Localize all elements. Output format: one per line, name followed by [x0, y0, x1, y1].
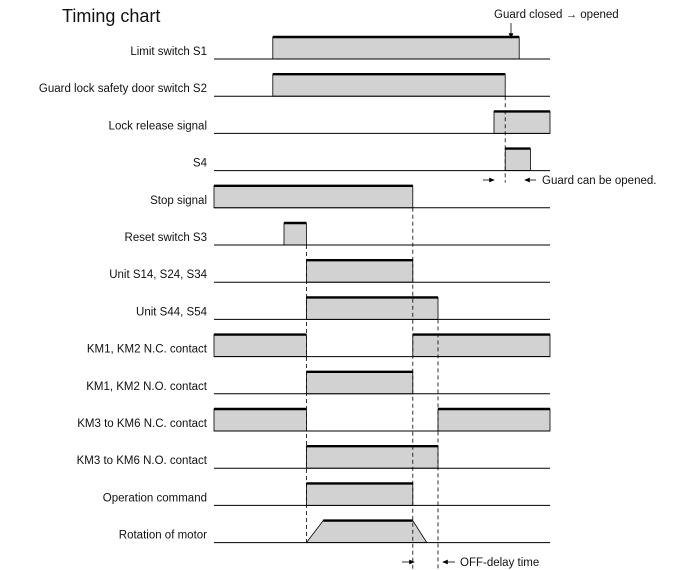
- timing-guides: [305, 96, 506, 569]
- row-stop-signal: Stop signal: [150, 184, 550, 209]
- guard-transition-note: Guard closed → opened: [494, 9, 619, 21]
- row-rotation-of-motor: Rotation of motor: [119, 519, 550, 544]
- pulse-0: [272, 36, 520, 60]
- pulse-0: [213, 408, 307, 432]
- pulse-0: [283, 222, 307, 246]
- row-label: KM1, KM2 N.C. contact: [87, 344, 208, 356]
- pulse-0: [305, 371, 414, 395]
- row-unit-s44-s54: Unit S44, S54: [136, 296, 550, 320]
- row-label: Limit switch S1: [130, 46, 207, 58]
- pulse-0: [213, 334, 307, 358]
- row-label: Operation command: [103, 492, 207, 504]
- row-label: Stop signal: [150, 195, 207, 207]
- row-operation-command: Operation command: [103, 482, 550, 506]
- row-label: Guard lock safety door switch S2: [39, 83, 207, 95]
- row-label: KM3 to KM6 N.O. contact: [77, 455, 208, 467]
- row-label: KM3 to KM6 N.C. contact: [77, 418, 208, 430]
- pulse-0: [305, 259, 414, 283]
- pulse-1: [412, 334, 551, 358]
- off-delay-note: OFF-delay time: [460, 557, 539, 569]
- row-label: Lock release signal: [109, 120, 207, 132]
- row-reset-switch-s3: Reset switch S3: [125, 221, 550, 246]
- pulse-0: [493, 111, 551, 134]
- pulse-0: [272, 73, 506, 97]
- row-label: Rotation of motor: [119, 530, 207, 542]
- row-unit-s14-s24-s34: Unit S14, S24, S34: [109, 259, 550, 283]
- timing-rows: Limit switch S1 Guard lock safety door sw…: [39, 35, 551, 544]
- chart-title: Timing chart: [62, 6, 160, 26]
- pulse-0: [213, 185, 414, 209]
- row-label: KM1, KM2 N.O. contact: [86, 381, 208, 393]
- row-km3-to-km6-n-c-contact: KM3 to KM6 N.C. contact: [77, 407, 551, 432]
- row-label: Unit S44, S54: [136, 306, 208, 318]
- pulse-0: [504, 148, 531, 172]
- row-limit-switch-s1: Limit switch S1: [130, 35, 550, 60]
- row-label: Reset switch S3: [125, 232, 207, 244]
- pulse-1: [437, 408, 551, 432]
- pulse-0: [305, 296, 439, 320]
- row-s4: S4: [193, 147, 550, 172]
- row-label: S4: [193, 158, 208, 170]
- pulse-0: [305, 482, 414, 506]
- guard-can-open-note: Guard can be opened.: [542, 175, 656, 187]
- row-km1-km2-n-o-contact: KM1, KM2 N.O. contact: [86, 370, 550, 395]
- row-km1-km2-n-c-contact: KM1, KM2 N.C. contact: [87, 333, 551, 358]
- row-lock-release-signal: Lock release signal: [109, 110, 551, 134]
- pulse-0: [305, 445, 439, 469]
- row-label: Unit S14, S24, S34: [109, 269, 207, 281]
- motor-rotation-shape: [305, 520, 428, 543]
- row-km3-to-km6-n-o-contact: KM3 to KM6 N.O. contact: [77, 445, 550, 469]
- row-guard-lock-safety-door-switch-s2: Guard lock safety door switch S2: [39, 72, 550, 97]
